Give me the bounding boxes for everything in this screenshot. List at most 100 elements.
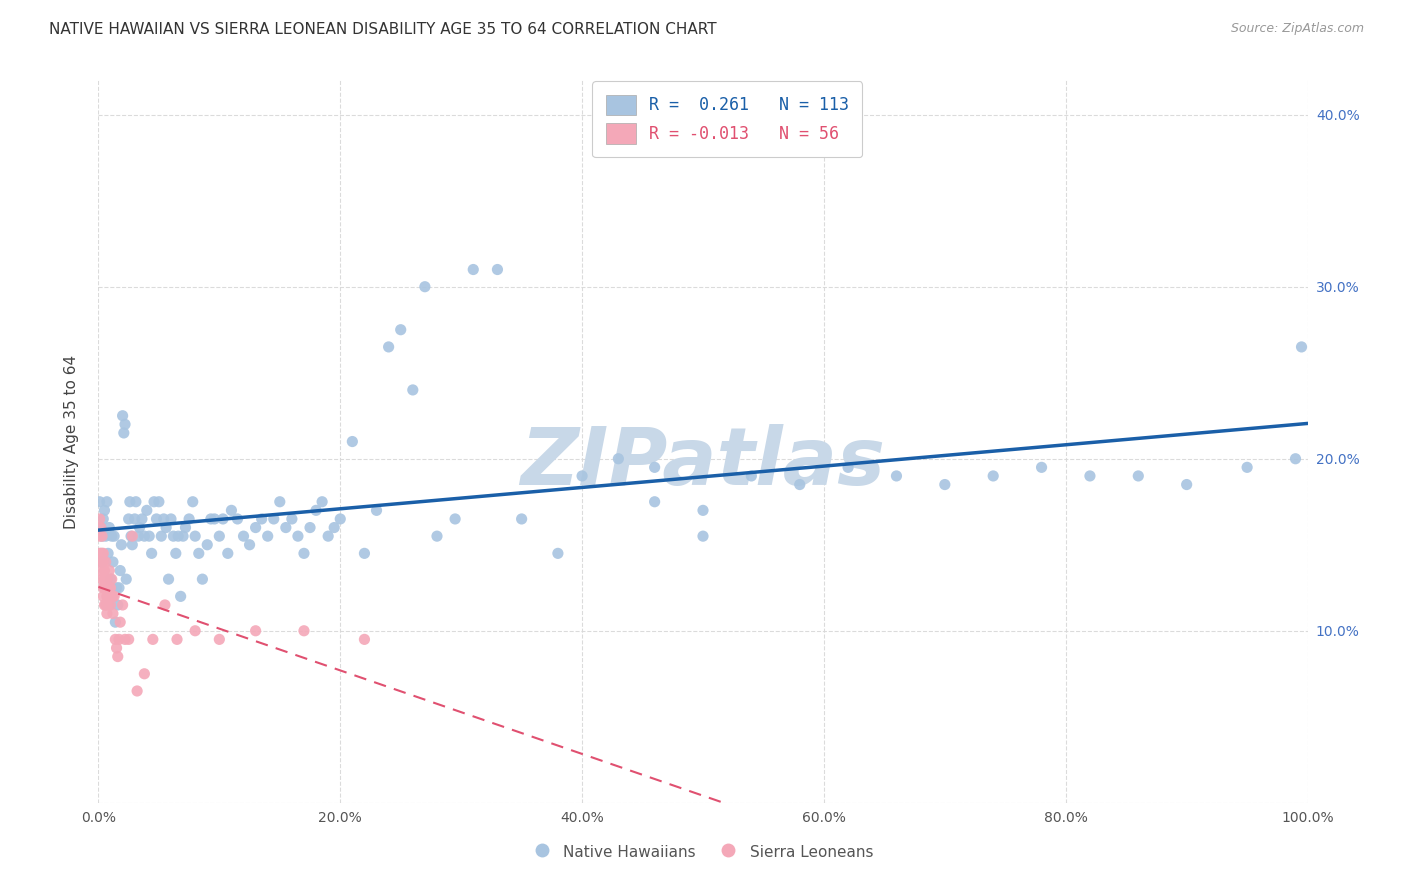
Point (94, 529, 117, 543)
Point (96, 494, 118, 508)
Point (105, 640, 128, 655)
Point (118, 494, 141, 508)
Point (157, 572, 180, 586)
Point (91, 546, 114, 560)
Point (108, 632, 131, 647)
Point (128, 520, 150, 534)
Point (274, 520, 297, 534)
Point (204, 512, 226, 526)
Point (547, 546, 569, 560)
Point (389, 323, 412, 337)
Point (571, 469, 593, 483)
Point (98, 581, 121, 595)
Point (120, 529, 142, 543)
Point (127, 684, 149, 698)
Point (100, 598, 122, 612)
Point (103, 590, 125, 604)
Point (250, 512, 273, 526)
Point (90, 546, 112, 560)
Point (179, 512, 201, 526)
Point (134, 666, 156, 681)
Point (837, 460, 859, 475)
Point (89, 494, 111, 508)
Point (114, 632, 136, 647)
Point (281, 512, 304, 526)
Point (101, 555, 124, 569)
Point (208, 529, 231, 543)
Point (245, 624, 267, 638)
Point (342, 434, 364, 449)
Point (323, 520, 346, 534)
Point (200, 512, 222, 526)
Point (981, 469, 1004, 483)
Point (245, 520, 267, 534)
Point (644, 460, 666, 475)
Point (97, 590, 120, 604)
Point (91, 529, 114, 543)
Legend: Native Hawaiians, Sierra Leoneans: Native Hawaiians, Sierra Leoneans (526, 836, 880, 867)
Point (644, 494, 666, 508)
Text: ZIPatlas: ZIPatlas (520, 425, 886, 502)
Point (138, 529, 160, 543)
Point (97, 546, 120, 560)
Point (292, 546, 315, 560)
Point (124, 512, 146, 526)
Point (118, 512, 141, 526)
Point (98, 520, 121, 534)
Point (94, 581, 117, 595)
Point (142, 632, 165, 647)
Point (90, 564, 112, 578)
Point (100, 572, 122, 586)
Point (121, 538, 143, 552)
Point (111, 598, 134, 612)
Point (103, 529, 125, 543)
Point (98, 564, 121, 578)
Point (413, 279, 436, 293)
Point (212, 512, 235, 526)
Point (269, 494, 291, 508)
Point (91, 590, 114, 604)
Point (135, 503, 157, 517)
Point (91, 581, 114, 595)
Point (486, 262, 509, 277)
Point (100, 529, 122, 543)
Point (108, 615, 131, 630)
Point (232, 529, 254, 543)
Point (165, 546, 187, 560)
Point (184, 624, 207, 638)
Point (402, 383, 425, 397)
Point (141, 546, 163, 560)
Point (114, 417, 136, 432)
Point (90, 520, 112, 534)
Point (160, 512, 183, 526)
Point (353, 546, 375, 560)
Point (187, 546, 209, 560)
Point (96, 572, 118, 586)
Point (145, 512, 167, 526)
Point (100, 590, 122, 604)
Point (105, 581, 128, 595)
Point (91, 555, 114, 569)
Point (89, 546, 111, 560)
Point (221, 503, 243, 517)
Point (112, 425, 135, 440)
Text: Source: ZipAtlas.com: Source: ZipAtlas.com (1230, 22, 1364, 36)
Point (94, 555, 117, 569)
Point (93, 503, 115, 517)
Point (311, 494, 333, 508)
Point (150, 529, 173, 543)
Point (316, 529, 339, 543)
Point (89, 529, 111, 543)
Point (692, 529, 714, 543)
Point (107, 649, 129, 664)
Point (97, 581, 120, 595)
Point (174, 520, 197, 534)
Point (125, 494, 148, 508)
Y-axis label: Disability Age 35 to 64: Disability Age 35 to 64 (65, 354, 79, 529)
Point (208, 632, 231, 647)
Point (127, 529, 149, 543)
Point (789, 477, 811, 491)
Point (89, 512, 111, 526)
Point (287, 529, 309, 543)
Point (256, 529, 278, 543)
